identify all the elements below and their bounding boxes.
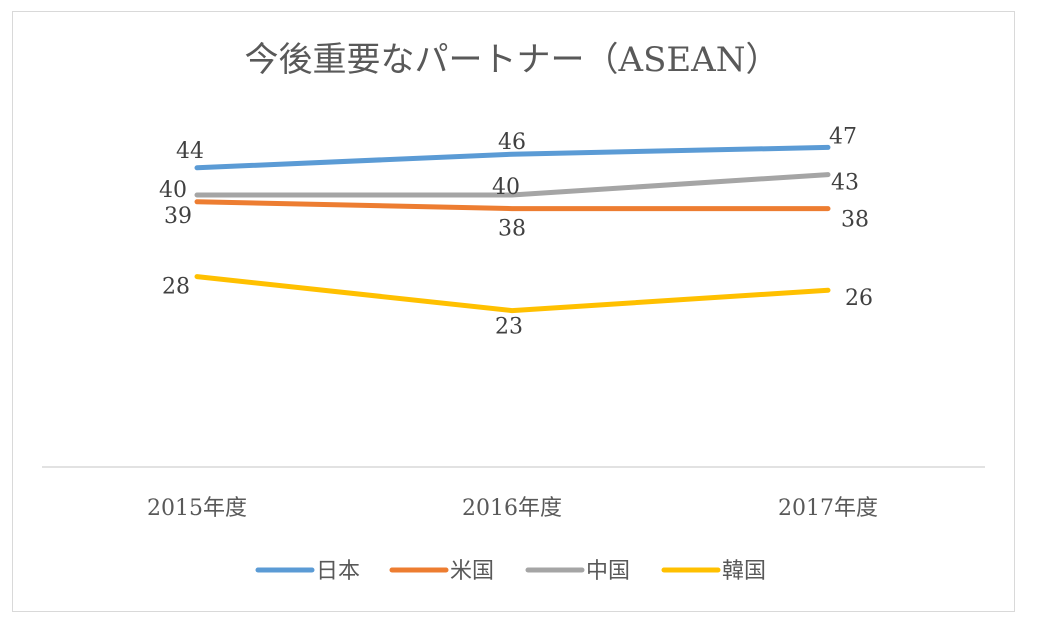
legend: 日本 米国 中国 韓国 (255, 559, 766, 584)
data-label: 38 (498, 217, 526, 242)
x-tick-label: 2017年度 (778, 496, 878, 521)
legend-item: 中国 (525, 559, 630, 584)
data-label: 44 (176, 139, 204, 164)
legend-label: 日本 (316, 559, 360, 584)
data-label: 46 (498, 130, 526, 155)
legend-item: 韓国 (661, 559, 766, 584)
series-line-0 (194, 144, 831, 171)
x-tick-label: 2015年度 (147, 496, 247, 521)
data-label: 43 (831, 171, 859, 196)
legend-label: 米国 (450, 559, 494, 584)
data-label: 23 (495, 315, 523, 340)
legend-label: 中国 (586, 559, 630, 584)
chart-title: 今後重要なパートナー（ASEAN） (245, 40, 780, 80)
data-label: 28 (162, 275, 190, 300)
data-label: 40 (159, 178, 187, 203)
legend-item: 米国 (389, 559, 494, 584)
x-tick-label: 2016年度 (462, 496, 562, 521)
data-label: 39 (164, 204, 192, 229)
legend-item: 日本 (255, 559, 360, 584)
data-label: 38 (841, 208, 869, 233)
series-line-1 (194, 199, 831, 212)
x-tick-labels: 2015年度 2016年度 2017年度 (147, 496, 878, 521)
series-line-2 (194, 172, 831, 198)
legend-label: 韓国 (722, 559, 766, 584)
data-label-layer: 44 46 47 39 38 38 40 40 43 28 23 26 (159, 124, 873, 339)
series-line-3 (194, 274, 831, 314)
data-label: 26 (845, 286, 873, 311)
series-layer (194, 144, 831, 314)
data-label: 47 (829, 124, 857, 149)
data-label: 40 (492, 175, 520, 200)
